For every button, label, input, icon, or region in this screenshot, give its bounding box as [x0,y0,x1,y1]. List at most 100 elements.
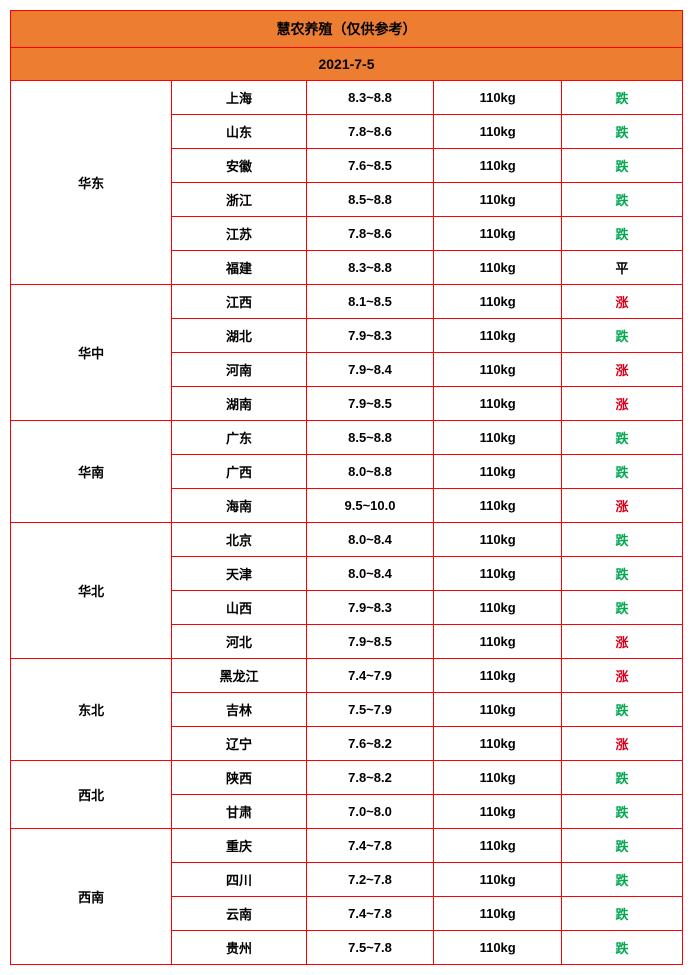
price-cell: 8.0~8.8 [306,455,434,489]
trend-cell: 跌 [562,693,683,727]
province-cell: 贵州 [172,931,306,965]
province-cell: 四川 [172,863,306,897]
weight-cell: 110kg [434,353,562,387]
region-cell: 西南 [11,829,172,965]
province-cell: 河南 [172,353,306,387]
date-row: 2021-7-5 [11,48,683,81]
weight-cell: 110kg [434,285,562,319]
weight-cell: 110kg [434,319,562,353]
price-cell: 8.3~8.8 [306,81,434,115]
weight-cell: 110kg [434,897,562,931]
weight-cell: 110kg [434,149,562,183]
region-cell: 东北 [11,659,172,761]
table-row: 西北陕西7.8~8.2110kg跌 [11,761,683,795]
weight-cell: 110kg [434,115,562,149]
province-cell: 甘肃 [172,795,306,829]
trend-cell: 跌 [562,591,683,625]
price-table: 慧农养殖（仅供参考） 2021-7-5 华东上海8.3~8.8110kg跌山东7… [10,10,683,965]
price-cell: 8.5~8.8 [306,421,434,455]
trend-cell: 跌 [562,319,683,353]
weight-cell: 110kg [434,421,562,455]
table-date: 2021-7-5 [11,48,683,81]
table-row: 东北黑龙江7.4~7.9110kg涨 [11,659,683,693]
trend-cell: 涨 [562,489,683,523]
weight-cell: 110kg [434,455,562,489]
price-cell: 9.5~10.0 [306,489,434,523]
price-cell: 7.4~7.9 [306,659,434,693]
region-cell: 华中 [11,285,172,421]
table-row: 华南广东8.5~8.8110kg跌 [11,421,683,455]
weight-cell: 110kg [434,81,562,115]
region-cell: 华北 [11,523,172,659]
province-cell: 重庆 [172,829,306,863]
price-cell: 7.4~7.8 [306,829,434,863]
trend-cell: 跌 [562,795,683,829]
price-cell: 7.4~7.8 [306,897,434,931]
trend-cell: 跌 [562,863,683,897]
table-row: 西南重庆7.4~7.8110kg跌 [11,829,683,863]
trend-cell: 跌 [562,829,683,863]
price-cell: 8.3~8.8 [306,251,434,285]
price-cell: 7.8~8.2 [306,761,434,795]
province-cell: 云南 [172,897,306,931]
weight-cell: 110kg [434,761,562,795]
price-cell: 8.0~8.4 [306,557,434,591]
province-cell: 江苏 [172,217,306,251]
weight-cell: 110kg [434,591,562,625]
trend-cell: 涨 [562,727,683,761]
province-cell: 吉林 [172,693,306,727]
province-cell: 北京 [172,523,306,557]
weight-cell: 110kg [434,625,562,659]
price-cell: 7.9~8.5 [306,625,434,659]
price-cell: 8.5~8.8 [306,183,434,217]
weight-cell: 110kg [434,863,562,897]
price-table-container: 慧农养殖（仅供参考） 2021-7-5 华东上海8.3~8.8110kg跌山东7… [10,10,683,965]
price-cell: 7.9~8.4 [306,353,434,387]
price-cell: 7.0~8.0 [306,795,434,829]
province-cell: 湖北 [172,319,306,353]
province-cell: 海南 [172,489,306,523]
weight-cell: 110kg [434,693,562,727]
trend-cell: 跌 [562,523,683,557]
province-cell: 黑龙江 [172,659,306,693]
trend-cell: 涨 [562,353,683,387]
province-cell: 上海 [172,81,306,115]
province-cell: 辽宁 [172,727,306,761]
weight-cell: 110kg [434,183,562,217]
trend-cell: 跌 [562,217,683,251]
price-cell: 7.9~8.3 [306,319,434,353]
weight-cell: 110kg [434,659,562,693]
weight-cell: 110kg [434,387,562,421]
region-cell: 华南 [11,421,172,523]
price-cell: 7.6~8.2 [306,727,434,761]
province-cell: 浙江 [172,183,306,217]
price-cell: 7.6~8.5 [306,149,434,183]
weight-cell: 110kg [434,489,562,523]
price-cell: 7.5~7.8 [306,931,434,965]
province-cell: 湖南 [172,387,306,421]
price-cell: 7.8~8.6 [306,115,434,149]
trend-cell: 跌 [562,557,683,591]
weight-cell: 110kg [434,727,562,761]
province-cell: 福建 [172,251,306,285]
province-cell: 江西 [172,285,306,319]
weight-cell: 110kg [434,829,562,863]
table-row: 华东上海8.3~8.8110kg跌 [11,81,683,115]
trend-cell: 涨 [562,387,683,421]
region-cell: 华东 [11,81,172,285]
province-cell: 河北 [172,625,306,659]
table-row: 华中江西8.1~8.5110kg涨 [11,285,683,319]
weight-cell: 110kg [434,217,562,251]
title-row: 慧农养殖（仅供参考） [11,11,683,48]
price-cell: 7.8~8.6 [306,217,434,251]
province-cell: 山西 [172,591,306,625]
trend-cell: 跌 [562,455,683,489]
price-cell: 8.0~8.4 [306,523,434,557]
province-cell: 山东 [172,115,306,149]
trend-cell: 跌 [562,115,683,149]
price-cell: 7.5~7.9 [306,693,434,727]
weight-cell: 110kg [434,557,562,591]
region-cell: 西北 [11,761,172,829]
trend-cell: 跌 [562,761,683,795]
trend-cell: 跌 [562,897,683,931]
